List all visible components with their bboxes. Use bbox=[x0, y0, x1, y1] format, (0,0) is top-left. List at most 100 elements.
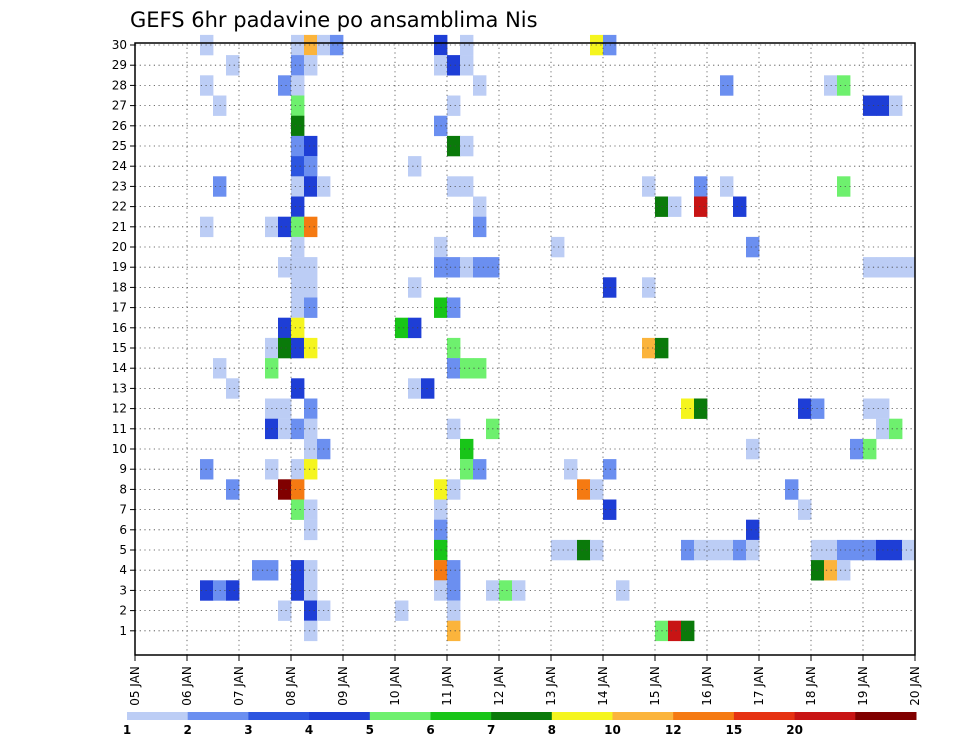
heatmap-cell bbox=[733, 539, 747, 561]
colorbar-label: 12 bbox=[665, 723, 682, 737]
heatmap-cell bbox=[278, 398, 292, 419]
y-tick-label: 19 bbox=[112, 260, 127, 274]
heatmap-cell bbox=[304, 459, 318, 480]
heatmap-cell bbox=[863, 257, 877, 278]
x-tick-label: 11 JAN bbox=[440, 666, 454, 706]
y-tick-label: 18 bbox=[112, 280, 127, 294]
heatmap-cell bbox=[291, 257, 305, 278]
heatmap-cell bbox=[473, 257, 487, 278]
heatmap-cell bbox=[304, 55, 318, 76]
heatmap-cell bbox=[460, 257, 474, 278]
colorbar-swatch bbox=[187, 712, 249, 720]
heatmap-cell bbox=[460, 34, 474, 56]
y-tick-label: 3 bbox=[119, 583, 127, 597]
heatmap-cell bbox=[291, 479, 305, 500]
y-tick-label: 2 bbox=[119, 604, 127, 618]
heatmap-cell bbox=[304, 156, 318, 177]
heatmap-cell bbox=[577, 479, 591, 500]
heatmap-cell bbox=[304, 499, 318, 520]
y-tick-label: 16 bbox=[112, 321, 127, 335]
y-tick-label: 23 bbox=[112, 179, 127, 193]
grid-layer bbox=[135, 43, 915, 655]
heatmap-cell bbox=[733, 196, 747, 217]
heatmap-cell bbox=[291, 135, 305, 157]
heatmap-cell bbox=[473, 216, 487, 238]
chart-title: GEFS 6hr padavine po ansamblima Nis bbox=[130, 8, 538, 32]
y-tick-label: 25 bbox=[112, 139, 127, 153]
heatmap-cell bbox=[460, 358, 474, 379]
heatmap-cell bbox=[642, 277, 656, 298]
heatmap-cell bbox=[863, 438, 877, 460]
heatmap-cell bbox=[499, 580, 513, 601]
x-tick-label: 08 JAN bbox=[284, 666, 298, 706]
heatmap-cell bbox=[304, 34, 318, 56]
heatmap-cell bbox=[694, 176, 708, 197]
colorbar-swatch bbox=[309, 712, 371, 720]
heatmap-cell bbox=[850, 438, 864, 460]
heatmap-cell bbox=[304, 297, 318, 318]
x-tick-label: 07 JAN bbox=[232, 666, 246, 706]
heatmap-cell bbox=[447, 560, 461, 581]
heatmap-cell bbox=[408, 277, 422, 298]
y-tick-label: 28 bbox=[112, 78, 127, 92]
heatmap-cell bbox=[447, 620, 461, 642]
heatmap-cell bbox=[291, 560, 305, 581]
heatmap-cell bbox=[460, 176, 474, 197]
heatmap-cell bbox=[395, 317, 409, 339]
x-tick-label: 12 JAN bbox=[492, 666, 506, 706]
plot-frame bbox=[134, 42, 916, 656]
heatmap-cell bbox=[291, 459, 305, 480]
y-tick-label: 10 bbox=[112, 442, 127, 456]
heatmap-cell bbox=[291, 499, 305, 520]
y-tick-label: 9 bbox=[119, 462, 127, 476]
heatmap-cell bbox=[408, 317, 422, 339]
heatmap-cell bbox=[226, 479, 240, 500]
y-tick-label: 30 bbox=[112, 38, 127, 52]
heatmap-cell bbox=[694, 539, 708, 561]
heatmap-cell bbox=[304, 418, 318, 440]
heatmap-cell bbox=[447, 55, 461, 76]
y-tick-label: 15 bbox=[112, 341, 127, 355]
y-tick-label: 6 bbox=[119, 523, 127, 537]
heatmap-cell bbox=[291, 115, 305, 137]
heatmap-cell bbox=[278, 257, 292, 278]
y-tick-label: 8 bbox=[119, 482, 127, 496]
y-tick-label: 11 bbox=[112, 422, 127, 436]
heatmap-cell bbox=[252, 560, 266, 581]
heatmap-cell bbox=[304, 257, 318, 278]
colorbar-label: 4 bbox=[305, 723, 313, 737]
heatmap-cell bbox=[616, 580, 630, 601]
heatmap-cell bbox=[447, 95, 461, 116]
heatmap-cell bbox=[473, 459, 487, 480]
heatmap-cell bbox=[681, 539, 695, 561]
heatmap-cell bbox=[304, 620, 318, 642]
heatmap-cell bbox=[889, 257, 903, 278]
colorbar-label: 15 bbox=[726, 723, 743, 737]
colorbar-swatch bbox=[551, 712, 613, 720]
heatmap-cell bbox=[447, 580, 461, 601]
heatmap-cell bbox=[278, 479, 292, 500]
colorbar-swatch bbox=[127, 712, 189, 720]
x-tick-label: 17 JAN bbox=[752, 666, 766, 706]
heatmap-cell bbox=[291, 95, 305, 116]
heatmap-cell bbox=[577, 539, 591, 561]
colorbar-swatch bbox=[248, 712, 310, 720]
heatmap-cell bbox=[889, 95, 903, 116]
heatmap-cell bbox=[291, 277, 305, 298]
heatmap-cell bbox=[278, 75, 292, 96]
heatmap-cell bbox=[564, 539, 578, 561]
y-tick-label: 29 bbox=[112, 58, 127, 72]
y-tick-label: 17 bbox=[112, 301, 127, 315]
colorbar-label: 10 bbox=[604, 723, 621, 737]
heatmap-cell bbox=[460, 55, 474, 76]
colorbar-swatch bbox=[369, 712, 431, 720]
heatmap-cell bbox=[291, 75, 305, 96]
x-tick-label: 13 JAN bbox=[544, 666, 558, 706]
heatmap-cell bbox=[447, 135, 461, 157]
heatmap-cell bbox=[447, 479, 461, 500]
x-tick-label: 09 JAN bbox=[336, 666, 350, 706]
heatmap-cell bbox=[863, 539, 877, 561]
heatmap-cell bbox=[291, 418, 305, 440]
colorbar-swatch bbox=[430, 712, 492, 720]
y-tick-label: 4 bbox=[119, 563, 127, 577]
